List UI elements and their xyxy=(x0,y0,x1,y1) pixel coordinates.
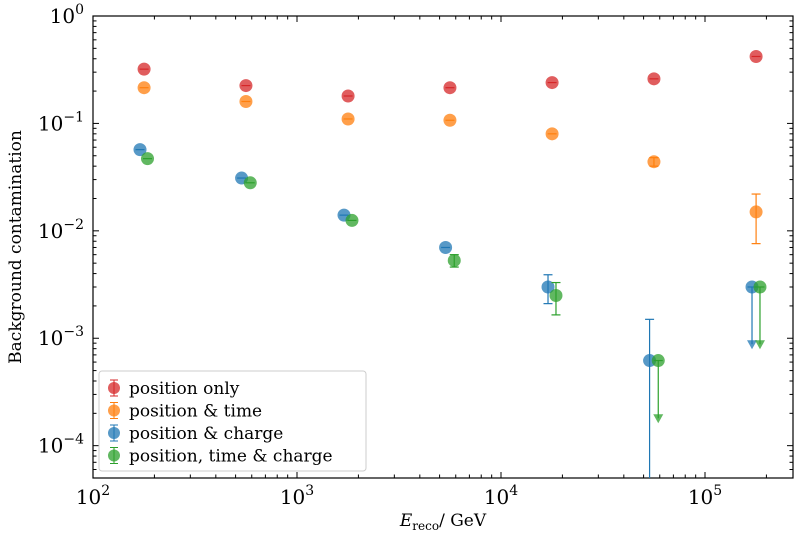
series-position-time xyxy=(137,81,763,245)
x-tick-label: 102 xyxy=(76,483,110,509)
legend-frame xyxy=(98,370,367,472)
y-tick-exponent: −3 xyxy=(63,324,84,340)
data-point xyxy=(443,113,457,127)
legend-label: position & charge xyxy=(129,424,283,444)
x-tick-exponent: 5 xyxy=(713,483,722,499)
y-tick-label: 100 xyxy=(50,2,84,28)
data-point xyxy=(549,289,563,303)
y-tick-exponent: −1 xyxy=(63,109,84,125)
data-point xyxy=(545,127,559,141)
x-axis-label-unit: / GeV xyxy=(439,511,487,531)
x-axis-label-main: E xyxy=(399,511,413,531)
y-tick-label: 10−4 xyxy=(38,432,84,458)
x-tick-exponent: 4 xyxy=(509,483,518,499)
y-tick-base: 10 xyxy=(38,326,63,350)
legend-marker xyxy=(108,382,120,394)
x-axis-ticks: 102 103 104 105 xyxy=(76,16,767,509)
y-tick-label: 10−1 xyxy=(38,109,84,135)
x-tick-label: 104 xyxy=(484,483,518,509)
y-tick-exponent: −2 xyxy=(63,217,84,233)
series-position-time-charge xyxy=(141,152,767,424)
x-axis-label: Ereco/ GeV xyxy=(399,511,487,533)
data-point xyxy=(137,81,151,95)
data-point xyxy=(545,76,559,90)
data-point xyxy=(341,89,355,103)
upper-limit-arrow xyxy=(754,340,765,350)
y-tick-base: 10 xyxy=(38,219,63,243)
x-axis-label-sub: reco xyxy=(412,519,439,533)
legend-marker xyxy=(108,449,120,462)
legend-label: position & time xyxy=(129,402,262,422)
legend-marker xyxy=(108,404,120,417)
legend-label: position, time & charge xyxy=(129,447,333,467)
legend-label: position only xyxy=(129,379,240,399)
y-tick-base: 10 xyxy=(50,4,75,28)
upper-limit-arrow xyxy=(653,414,664,424)
legend-entry: position & time xyxy=(108,402,262,422)
data-point xyxy=(647,155,661,169)
data-point xyxy=(749,49,763,63)
data-point xyxy=(243,176,257,190)
x-tick-base: 10 xyxy=(484,485,509,509)
data-point xyxy=(647,72,661,86)
legend-marker xyxy=(108,427,120,439)
data-point xyxy=(345,213,359,227)
data-point xyxy=(447,253,461,267)
data-point xyxy=(753,280,767,294)
x-tick-base: 10 xyxy=(76,485,101,509)
y-tick-base: 10 xyxy=(38,434,63,458)
legend-entry: position only xyxy=(108,379,240,399)
x-tick-base: 10 xyxy=(280,485,305,509)
series-position-only xyxy=(137,49,763,103)
data-point xyxy=(749,205,763,219)
data-point xyxy=(439,240,453,254)
x-tick-exponent: 2 xyxy=(101,483,110,499)
data-point xyxy=(141,152,155,166)
data-point xyxy=(651,354,665,368)
legend-entry: position, time & charge xyxy=(108,447,333,467)
y-tick-label: 10−2 xyxy=(38,217,84,243)
data-point xyxy=(137,62,151,76)
x-tick-label: 105 xyxy=(688,483,722,509)
data-point xyxy=(443,81,457,95)
data-point xyxy=(239,79,253,93)
data-point xyxy=(541,280,555,294)
y-tick-exponent: 0 xyxy=(75,2,84,18)
x-tick-exponent: 3 xyxy=(305,483,314,499)
x-tick-base: 10 xyxy=(688,485,713,509)
upper-limit-arrow xyxy=(747,340,758,350)
x-tick-label: 103 xyxy=(280,483,314,509)
data-point xyxy=(133,143,147,157)
legend-entry: position & charge xyxy=(108,424,283,444)
y-axis-label: Background contamination xyxy=(6,130,26,364)
y-tick-label: 10−3 xyxy=(38,324,84,350)
data-point xyxy=(239,94,253,108)
data-series xyxy=(133,49,767,478)
y-tick-base: 10 xyxy=(38,111,63,135)
y-tick-exponent: −4 xyxy=(63,432,84,448)
data-point xyxy=(341,112,355,126)
